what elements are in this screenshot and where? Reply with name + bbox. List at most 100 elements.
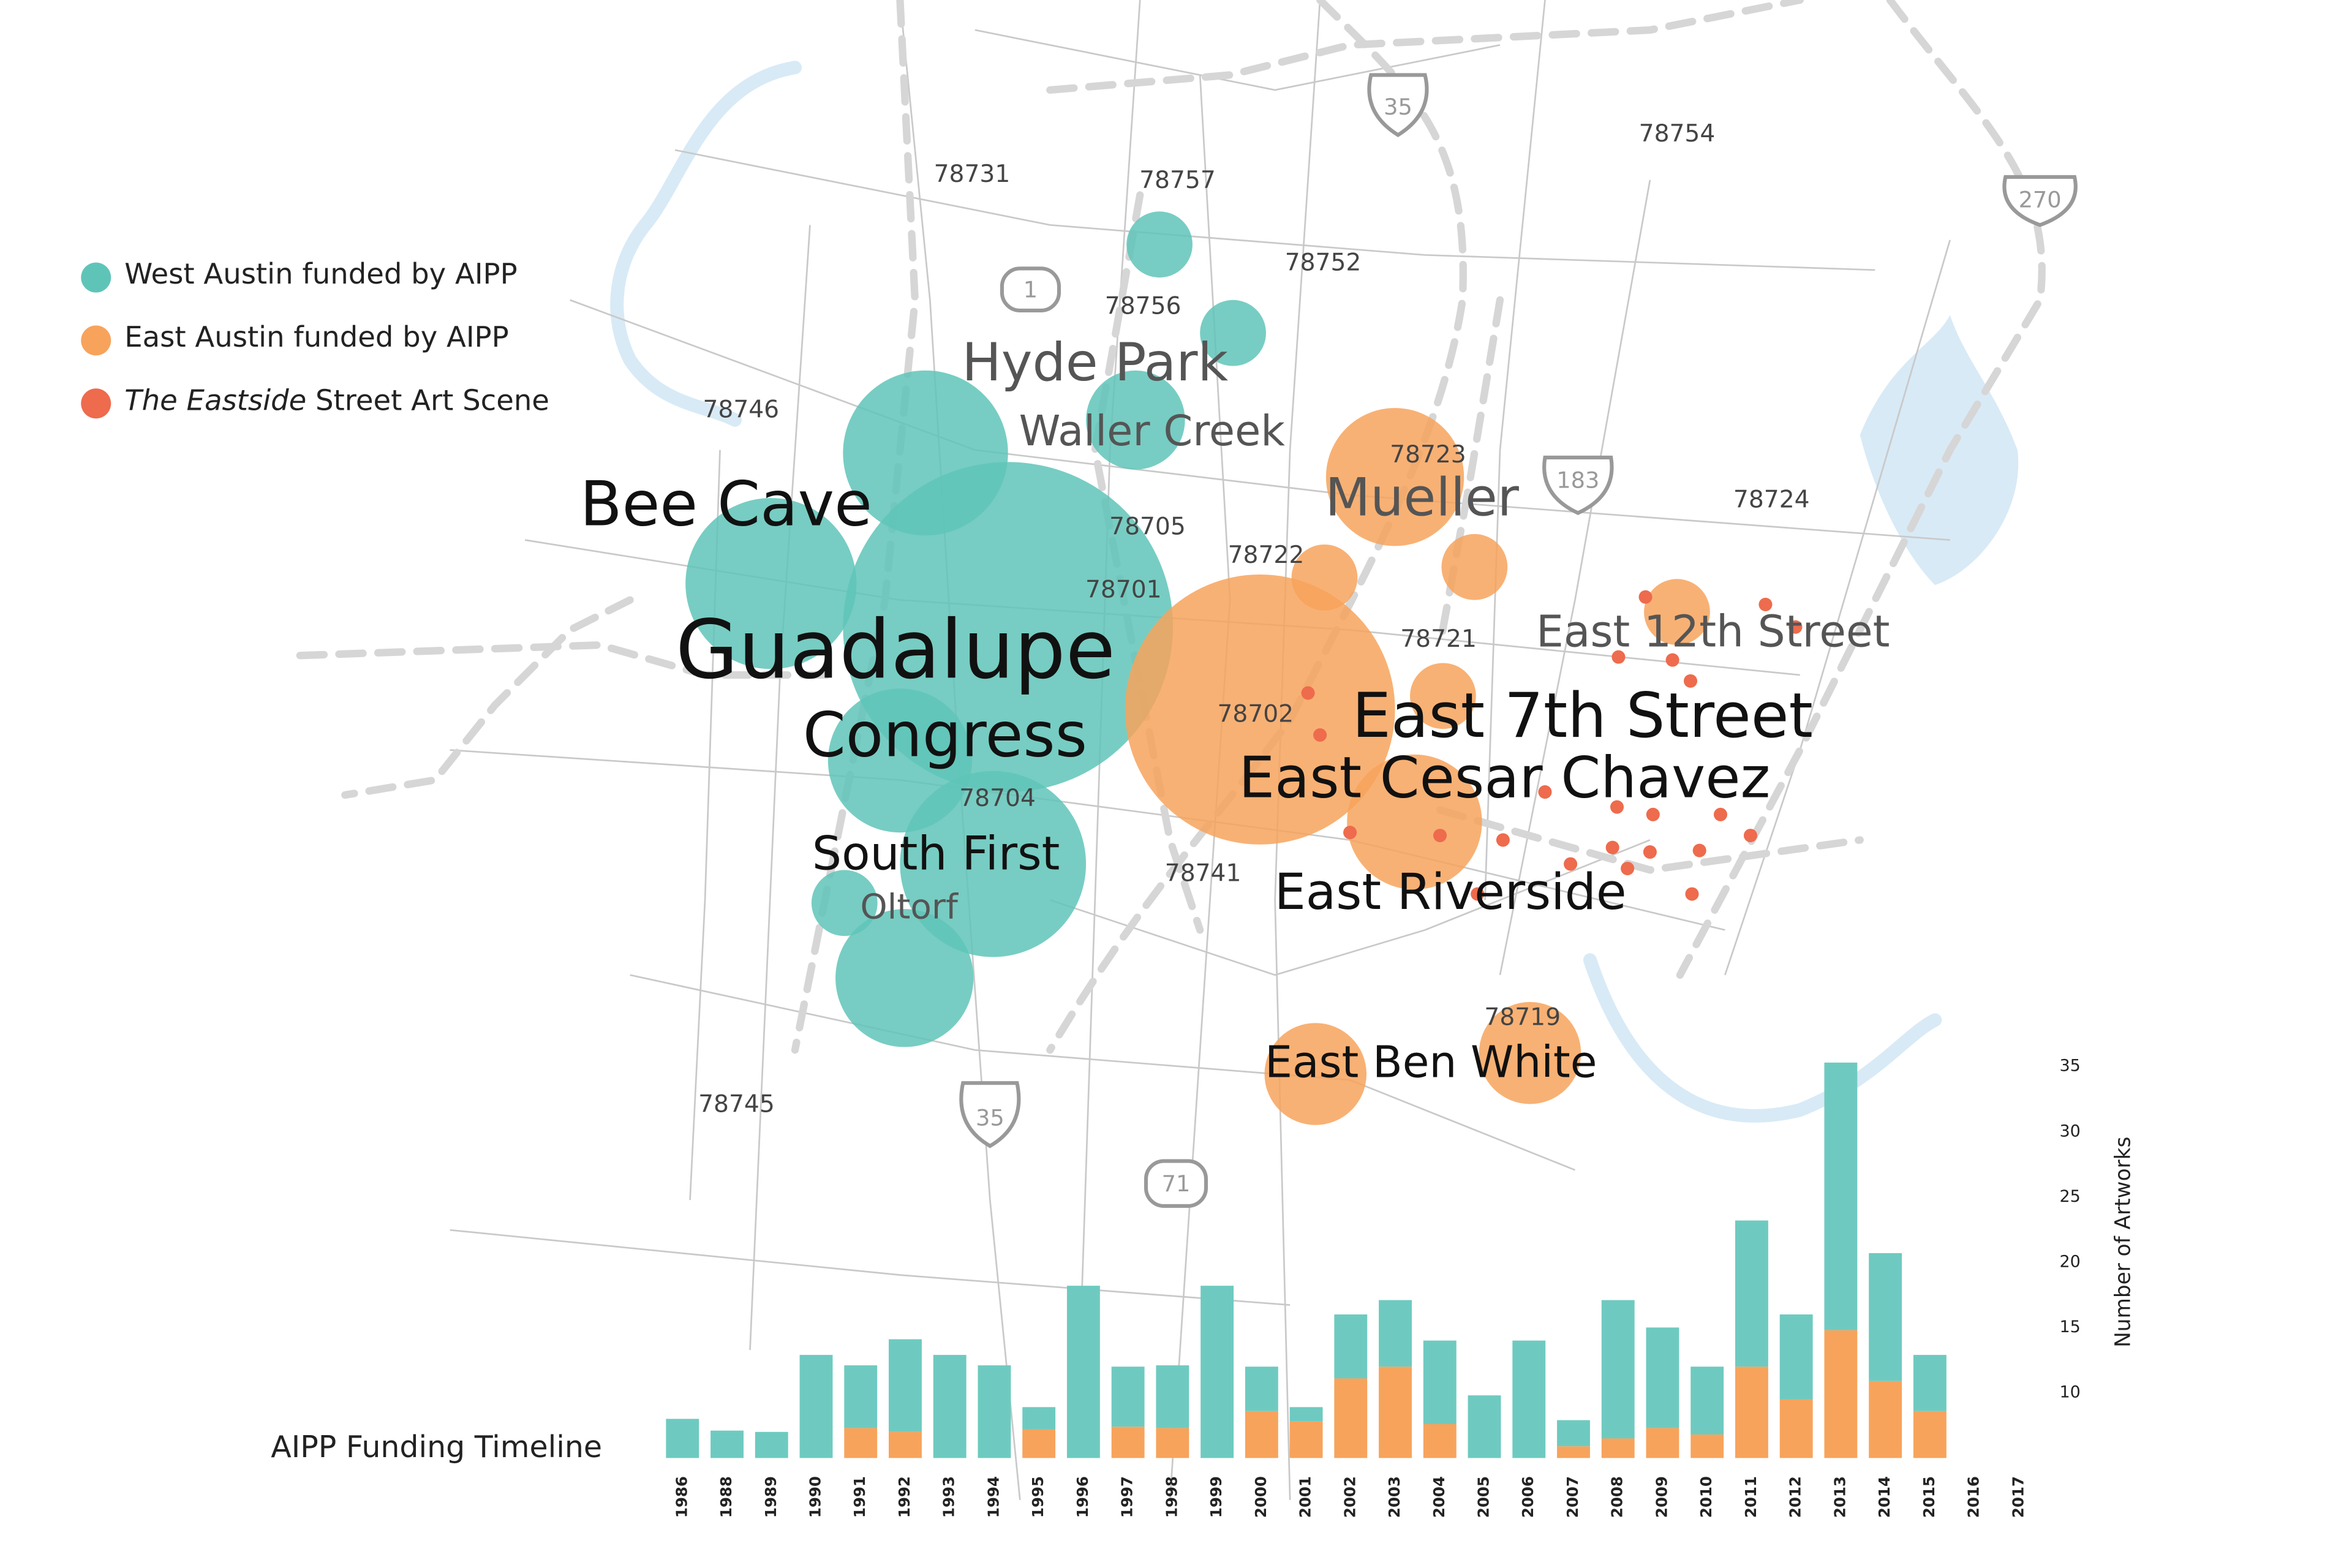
bar-segment <box>1334 1378 1368 1458</box>
zip-label: 78722 <box>1228 541 1305 569</box>
zip-label: 78731 <box>934 160 1011 188</box>
x-tick-label: 1997 <box>1118 1476 1136 1518</box>
legend-swatch <box>81 388 111 419</box>
west-bubble <box>685 498 857 669</box>
zip-labels: 78731 78757 78756 78752 78754 78746 7872… <box>698 120 1809 1118</box>
zip-label: 78723 <box>1390 441 1466 469</box>
legend-swatch <box>81 262 111 293</box>
y-tick-label: 20 <box>2059 1252 2080 1271</box>
bar-segment <box>1869 1253 1902 1381</box>
y-tick-label: 15 <box>2059 1317 2080 1336</box>
x-tick-label: 1986 <box>673 1476 690 1518</box>
x-tick-label: 2001 <box>1297 1476 1314 1518</box>
bar-segment <box>844 1428 878 1458</box>
bar-segment <box>1779 1314 1813 1400</box>
zip-label: 78752 <box>1285 249 1362 277</box>
zip-label: 78746 <box>703 396 779 424</box>
bar-segment <box>844 1365 878 1428</box>
area-label: East 12th Street <box>1536 606 1890 657</box>
shield-number: 35 <box>976 1104 1005 1131</box>
zip-label: 78721 <box>1400 625 1477 653</box>
y-tick-label: 25 <box>2059 1187 2080 1206</box>
bar-segment <box>1735 1220 1768 1367</box>
bar-segment <box>1869 1381 1902 1458</box>
zip-label: 78701 <box>1085 576 1162 603</box>
x-tick-label: 2009 <box>1653 1476 1670 1518</box>
zip-label: 78745 <box>698 1090 775 1118</box>
shield <box>2002 175 2078 227</box>
area-label: Mueller <box>1325 467 1519 528</box>
legend-label: East Austin funded by AIPP <box>124 320 508 353</box>
shield-number: 35 <box>1384 94 1412 120</box>
x-tick-label: 2006 <box>1519 1476 1537 1518</box>
zip-label: 78702 <box>1217 701 1294 728</box>
x-tick-label: 1991 <box>851 1476 869 1518</box>
x-tick-label: 2014 <box>1875 1476 1893 1518</box>
bar-segment <box>1779 1399 1813 1458</box>
bar-segment <box>1022 1407 1056 1430</box>
y-tick-label: 30 <box>2059 1121 2080 1140</box>
bar-segment <box>1289 1407 1323 1422</box>
bar-segment <box>1646 1428 1679 1458</box>
zip-label: 78705 <box>1109 513 1186 541</box>
shield <box>1542 455 1614 515</box>
street-art-dots <box>1301 590 1803 901</box>
west-bubble <box>1200 300 1266 366</box>
bar-segment <box>755 1431 788 1458</box>
x-tick-label: 2007 <box>1564 1476 1581 1518</box>
bar-segment <box>1646 1327 1679 1428</box>
area-label: Waller Creek <box>1019 407 1286 456</box>
x-tick-label: 1993 <box>940 1476 958 1518</box>
bar-segment <box>1601 1300 1635 1439</box>
shield-number: 71 <box>1162 1170 1191 1197</box>
area-label: Hyde Park <box>962 332 1228 393</box>
bar-segment <box>1334 1314 1368 1379</box>
shield-number: 183 <box>1556 467 1599 494</box>
timeline-chart: AIPP Funding Timeline Number of Artworks… <box>271 1057 2135 1518</box>
shield <box>1144 1159 1208 1208</box>
bar-segment <box>1601 1438 1635 1458</box>
west-bubble <box>835 909 974 1047</box>
x-tick-label: 1999 <box>1207 1476 1225 1518</box>
x-tick-label: 1998 <box>1163 1476 1180 1518</box>
bar-segment <box>889 1431 922 1458</box>
area-label: East Ben White <box>1265 1036 1597 1087</box>
x-tick-label: 2016 <box>1965 1476 1983 1518</box>
bar-segment <box>1245 1366 1278 1411</box>
bar-segment <box>1022 1429 1056 1458</box>
x-tick-label: 1990 <box>806 1476 824 1518</box>
zip-label: 78757 <box>1139 167 1216 194</box>
bar-segment <box>1156 1365 1189 1428</box>
x-tick-label: 2004 <box>1430 1476 1448 1518</box>
area-label: Oltorf <box>860 888 959 927</box>
x-tick-label: 1995 <box>1029 1476 1047 1518</box>
bar-segment <box>1066 1286 1100 1458</box>
area-label: South First <box>812 826 1060 880</box>
bar-segment <box>1512 1340 1546 1458</box>
bar-segment <box>1245 1411 1278 1458</box>
bar-segment <box>1691 1366 1724 1435</box>
west-bubble <box>1086 370 1185 470</box>
x-tick-label: 2017 <box>2009 1476 2027 1518</box>
bar-segment <box>1913 1411 1947 1458</box>
bar-segment <box>889 1339 922 1432</box>
area-label: East Riverside <box>1275 864 1627 921</box>
legend-label: West Austin funded by AIPP <box>124 257 517 290</box>
bar-segment <box>1111 1366 1145 1427</box>
x-tick-label: 1996 <box>1074 1476 1091 1518</box>
bar-segment <box>1913 1355 1947 1411</box>
west-bubble <box>811 870 878 937</box>
x-tick-label: 2003 <box>1385 1476 1403 1518</box>
east-bubble <box>1125 574 1395 845</box>
chart-title: AIPP Funding Timeline <box>271 1430 602 1464</box>
bar-segment <box>1156 1428 1189 1458</box>
x-tick-label: 2000 <box>1252 1476 1270 1518</box>
area-label: Guadalupe <box>676 603 1115 697</box>
x-tick-label: 1989 <box>762 1476 780 1518</box>
bar-segment <box>1824 1330 1858 1458</box>
zip-label: 78754 <box>1639 120 1716 148</box>
bar-segment <box>1111 1427 1145 1458</box>
area-labels: Hyde Park Waller Creek Bee Cave Mueller … <box>580 332 1890 1087</box>
legend-label: The Eastside Street Art Scene <box>124 383 549 417</box>
east-bubble <box>1347 754 1482 890</box>
